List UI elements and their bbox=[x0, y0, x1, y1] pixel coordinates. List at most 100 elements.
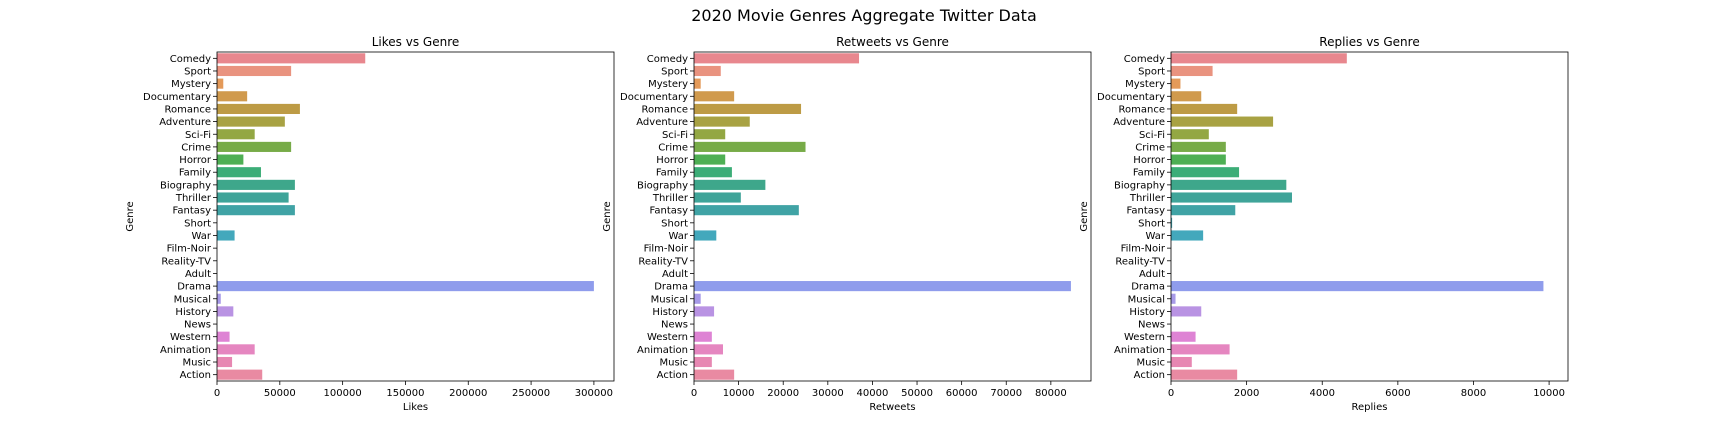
bar-fantasy bbox=[217, 205, 295, 216]
y-tick-label: Mystery bbox=[171, 79, 211, 90]
y-tick-label: Fantasy bbox=[173, 206, 212, 217]
bar-animation bbox=[694, 344, 723, 355]
bar-short bbox=[1171, 217, 1173, 228]
x-tick-label: 10000 bbox=[1533, 388, 1565, 399]
y-tick-label: Adult bbox=[662, 269, 688, 280]
y-tick-label: Biography bbox=[637, 180, 688, 191]
bar-drama bbox=[217, 281, 594, 292]
y-axis-label: Genre bbox=[602, 201, 613, 231]
y-tick-label: Animation bbox=[637, 345, 688, 356]
bar-western bbox=[694, 331, 712, 342]
y-tick-label: Adult bbox=[1139, 269, 1165, 280]
y-tick-label: Reality-TV bbox=[1115, 256, 1165, 267]
y-tick-label: Music bbox=[183, 358, 211, 369]
x-tick-label: 200000 bbox=[449, 388, 487, 399]
y-tick-label: News bbox=[1138, 320, 1165, 331]
bar-horror bbox=[1171, 154, 1226, 165]
y-tick-label: Family bbox=[656, 168, 688, 179]
y-tick-label: Musical bbox=[651, 294, 688, 305]
figure-title: 2020 Movie Genres Aggregate Twitter Data bbox=[691, 6, 1037, 25]
bar-musical bbox=[217, 293, 221, 304]
bar-action bbox=[694, 369, 735, 380]
bar-fantasy bbox=[694, 205, 799, 216]
y-tick-label: Romance bbox=[1119, 104, 1165, 115]
bar-fantasy bbox=[1171, 205, 1236, 216]
y-tick-label: Documentary bbox=[620, 92, 688, 103]
bar-action bbox=[1171, 369, 1238, 380]
x-tick-label: 0 bbox=[691, 388, 697, 399]
bar-drama bbox=[694, 281, 1071, 292]
x-tick-label: 8000 bbox=[1461, 388, 1486, 399]
x-axis-label: Retweets bbox=[869, 402, 915, 413]
x-tick-label: 150000 bbox=[386, 388, 424, 399]
bar-war bbox=[1171, 230, 1204, 241]
x-tick-label: 80000 bbox=[1035, 388, 1067, 399]
y-tick-label: Fantasy bbox=[650, 206, 689, 217]
y-tick-label: Western bbox=[170, 332, 211, 343]
x-axis-label: Likes bbox=[403, 402, 428, 413]
bar-history bbox=[217, 306, 234, 317]
y-tick-label: Romance bbox=[642, 104, 688, 115]
panel-title: Retweets vs Genre bbox=[836, 35, 949, 49]
x-tick-label: 250000 bbox=[512, 388, 550, 399]
y-tick-label: Horror bbox=[1133, 155, 1166, 166]
bar-sport bbox=[217, 65, 292, 77]
bar-mystery bbox=[217, 78, 224, 89]
bar-romance bbox=[217, 103, 300, 115]
bar-action bbox=[217, 369, 263, 380]
y-tick-label: Adventure bbox=[636, 117, 688, 128]
bar-adventure bbox=[217, 116, 285, 127]
bar-romance bbox=[694, 103, 802, 115]
x-tick-label: 70000 bbox=[990, 388, 1022, 399]
bar-history bbox=[694, 306, 715, 317]
y-tick-label: Fantasy bbox=[1127, 206, 1166, 217]
bar-mystery bbox=[694, 78, 701, 89]
bar-western bbox=[217, 331, 230, 342]
y-tick-label: Mystery bbox=[1125, 79, 1165, 90]
y-tick-label: Horror bbox=[179, 155, 212, 166]
y-tick-label: Short bbox=[184, 218, 211, 229]
y-tick-label: Action bbox=[180, 370, 211, 381]
y-tick-label: Mystery bbox=[648, 79, 688, 90]
axes-frame bbox=[1170, 51, 1569, 382]
y-tick-label: Drama bbox=[177, 282, 211, 293]
bar-adventure bbox=[694, 116, 750, 127]
y-tick-label: Action bbox=[1134, 370, 1165, 381]
bar-war bbox=[694, 230, 717, 241]
y-tick-label: Musical bbox=[174, 294, 211, 305]
bar-animation bbox=[217, 344, 255, 355]
bar-musical bbox=[694, 293, 701, 304]
x-tick-label: 6000 bbox=[1385, 388, 1410, 399]
y-tick-label: Biography bbox=[1114, 180, 1165, 191]
bar-documentary bbox=[217, 91, 248, 102]
bar-music bbox=[1171, 356, 1192, 368]
y-tick-label: Comedy bbox=[1124, 54, 1165, 65]
y-tick-label: Music bbox=[1137, 358, 1165, 369]
y-tick-label: News bbox=[661, 320, 688, 331]
y-tick-label: Romance bbox=[165, 104, 211, 115]
y-tick-label: Film-Noir bbox=[644, 244, 689, 255]
panel-title: Likes vs Genre bbox=[372, 35, 460, 49]
y-tick-label: Reality-TV bbox=[638, 256, 688, 267]
y-tick-label: Animation bbox=[1114, 345, 1165, 356]
bar-adventure bbox=[1171, 116, 1274, 127]
y-tick-label: News bbox=[184, 320, 211, 331]
bar-war bbox=[217, 230, 235, 241]
y-tick-label: Crime bbox=[1135, 142, 1165, 153]
bar-documentary bbox=[694, 91, 735, 102]
bar-animation bbox=[1171, 344, 1230, 355]
x-tick-label: 20000 bbox=[767, 388, 799, 399]
y-tick-label: Adult bbox=[185, 269, 211, 280]
y-tick-label: Reality-TV bbox=[161, 256, 211, 267]
y-tick-label: Thriller bbox=[175, 193, 212, 204]
axes-frame bbox=[693, 51, 1092, 382]
y-tick-label: Drama bbox=[654, 282, 688, 293]
x-tick-label: 0 bbox=[1168, 388, 1174, 399]
bar-comedy bbox=[694, 53, 860, 64]
y-tick-label: Family bbox=[1133, 168, 1165, 179]
bar-documentary bbox=[1171, 91, 1202, 102]
bar-crime bbox=[694, 141, 806, 152]
bar-family bbox=[1171, 167, 1240, 178]
y-tick-label: Thriller bbox=[1129, 193, 1166, 204]
panel-title: Replies vs Genre bbox=[1319, 35, 1419, 49]
